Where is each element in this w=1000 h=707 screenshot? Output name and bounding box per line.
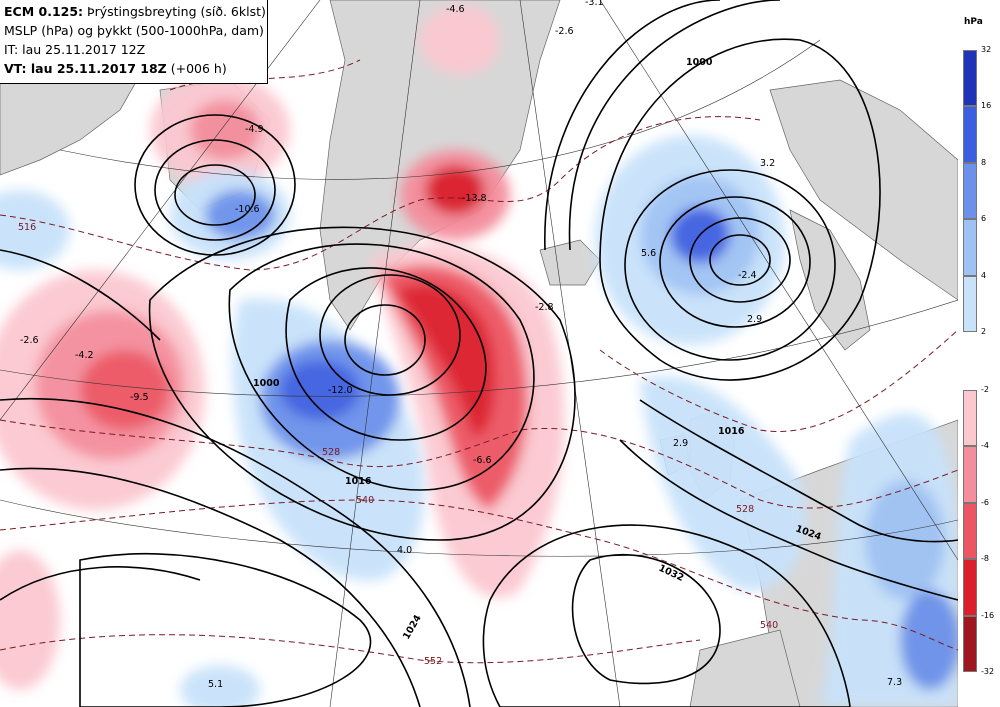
model-name: ECM 0.125: [4,4,84,19]
tendency-label: -6.6 [473,455,492,466]
lon-line [329,0,421,707]
map-info-box: ECM 0.125: Þrýstingsbreyting (síð. 6klst… [0,0,268,84]
tendency-label: 7.3 [887,677,902,688]
legend-swatch-negative [963,559,977,616]
tendency-label: 5.1 [208,679,223,690]
tendency-label: -2.6 [555,26,574,37]
legend-swatch-negative [963,502,977,560]
tendency-label: -2.4 [738,270,757,281]
thickness-label: 540 [356,495,374,506]
isobars [0,0,958,707]
legend-label-negative: -4 [981,441,989,451]
init-time: IT: lau 25.11.2017 12Z [4,42,146,57]
legend-label-negative: -6 [981,497,989,507]
isobar-label: 1016 [718,426,745,437]
subtitle-line: MSLP (hPa) og þykkt (500-1000hPa, dam) [4,23,264,38]
lead-time: (+006 h) [170,61,227,76]
valid-line: VT: lau 25.11.2017 18Z (+006 h) [4,59,267,78]
legend-label-negative: -32 [981,667,995,676]
tendency-label: -4.2 [75,350,94,361]
legend-swatch-negative [963,446,977,503]
tendency-label: -9.5 [130,392,149,403]
legend-swatch-negative [963,615,977,672]
thickness-label: 528 [736,504,754,515]
legend-swatch-positive [963,275,977,332]
iberia-land [689,629,801,707]
isobar-label: 1000 [253,378,280,389]
legend-swatch-positive [963,106,977,163]
map-canvas: -4.6 -3.1 -2.6 -4.2 -9.5 -2.6 -10.6 -4.9… [0,0,958,707]
norway-land [789,209,871,351]
legend-label-positive: 6 [981,214,987,224]
lat-line [0,499,958,557]
tendency-label: 4.0 [397,545,412,556]
tendency-label: -2.8 [535,302,554,313]
legend-unit: hPa [964,17,983,27]
tendency-label: -12.0 [328,385,353,396]
product-title: Þrýstingsbreyting (síð. 6klst) [87,4,266,19]
thickness-label: 552 [424,656,442,667]
legend-label-positive: 32 [981,45,992,54]
legend-swatch-positive [963,219,977,276]
isobar-label: 1016 [345,476,372,487]
legend-label-positive: 4 [981,270,987,280]
tendency-label: -10.6 [235,204,260,215]
tendency-label: -4.9 [245,124,264,135]
legend-label-negative: -16 [981,610,995,620]
isobar-label: 1000 [686,57,713,68]
tendency-label: -13.8 [462,193,487,204]
legend-label-positive: 2 [981,327,987,336]
lat-line [0,299,958,397]
thickness-label: 516 [18,222,36,233]
legend-swatch-positive [963,50,977,107]
tendency-label: -4.6 [446,4,465,15]
lat-line [59,39,821,180]
legend-label-positive: 16 [981,101,992,111]
legend-swatch-positive [963,162,977,220]
legend-label-negative: -2 [981,385,989,394]
tendency-label: 5.6 [641,248,656,259]
scandinavia-land [769,79,958,301]
color-legend: hPa 32 16 8 6 4 2 -2 -4 -6 -8 -16 -32 [958,0,1000,707]
valid-time: VT: lau 25.11.2017 18Z [4,61,167,76]
tendency-label: 2.9 [673,438,688,449]
thickness-label: 528 [322,447,340,458]
legend-label-positive: 8 [981,157,987,167]
isobar-label: 1024 [401,613,424,642]
iceland-land [539,239,601,286]
weather-map: -4.6 -3.1 -2.6 -4.2 -9.5 -2.6 -10.6 -4.9… [0,0,958,707]
thickness-label: 540 [760,620,778,631]
tendency-label: -3.1 [585,0,604,8]
tendency-label: 2.9 [747,314,762,325]
lon-line [599,0,958,561]
tendency-label: -2.6 [20,335,39,346]
tendency-label: 3.2 [760,158,775,169]
legend-swatch-negative [963,390,977,447]
legend-label-negative: -8 [981,554,989,564]
title-line: ECM 0.125: Þrýstingsbreyting (síð. 6klst… [4,2,267,21]
